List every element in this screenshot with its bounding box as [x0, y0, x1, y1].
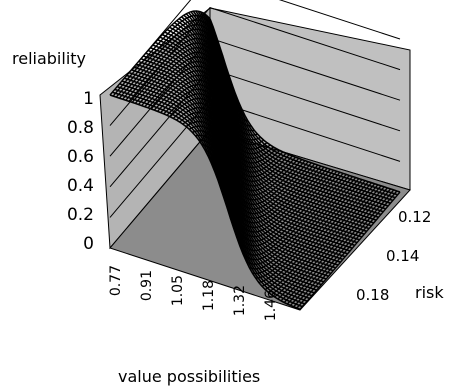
surface-line — [229, 168, 331, 242]
surface-line — [267, 181, 369, 293]
surface-line — [201, 143, 303, 201]
surface-line — [131, 42, 233, 103]
surface-line — [144, 60, 246, 116]
surface-line — [134, 47, 236, 104]
surface-line — [115, 19, 217, 98]
surface-line — [192, 129, 293, 187]
z-axis-title: reliability — [12, 49, 86, 68]
surface-line — [283, 186, 385, 303]
surface-line — [207, 155, 309, 210]
surface-line — [299, 191, 401, 310]
surface-line — [261, 179, 363, 287]
surface-line — [274, 183, 376, 298]
surface-line — [137, 51, 240, 105]
x-tick-label: 1.46 — [263, 290, 279, 321]
surface-line — [232, 169, 335, 247]
z-tick-label: 0.4 — [67, 176, 94, 196]
surface-line — [160, 83, 261, 141]
surface-line — [163, 88, 265, 146]
z-tick-labels: 1 0.8 0.6 0.4 0.2 0 — [67, 89, 94, 254]
surface-line — [166, 93, 268, 150]
surface-line — [169, 97, 271, 155]
surface-line — [245, 173, 347, 266]
surface-line — [242, 172, 344, 261]
surface-line — [258, 178, 360, 284]
surface-line — [255, 177, 357, 279]
surface-line — [185, 120, 287, 178]
surface-line — [153, 74, 255, 132]
z-tick-label: 0.2 — [67, 205, 94, 225]
gridline — [109, 7, 401, 126]
x-tick-label: 1.18 — [201, 280, 217, 311]
surface-line — [112, 14, 214, 97]
surface-line — [213, 163, 316, 219]
surface-line — [188, 125, 290, 183]
z-tick-label: 0 — [83, 234, 94, 254]
y-axis-title: risk — [415, 283, 444, 302]
surface-line — [220, 165, 322, 229]
y-tick-label: 0.14 — [386, 247, 419, 265]
surface-line — [239, 171, 341, 256]
y-tick-label: 0.18 — [356, 286, 389, 304]
surface-line — [172, 102, 274, 160]
x-tick-label: 1.05 — [170, 275, 186, 306]
surface-line — [210, 162, 312, 215]
surface-line — [176, 106, 277, 164]
surface-line — [204, 149, 306, 206]
surface-line — [128, 37, 230, 102]
surface-line — [271, 182, 373, 296]
surface-line — [217, 164, 319, 224]
surface-line — [236, 170, 338, 252]
surface-line — [118, 23, 221, 99]
surface-line — [286, 187, 388, 305]
surface-line — [147, 65, 249, 122]
surface-line — [150, 70, 252, 127]
surface-line — [125, 33, 227, 101]
surface-line — [277, 184, 379, 300]
surface-line — [293, 189, 395, 308]
surface-line — [226, 167, 328, 238]
x-axis-title: value possibilities — [118, 367, 260, 386]
surface-line — [198, 139, 300, 196]
x-tick-label: 0.77 — [108, 265, 124, 296]
surface-line — [223, 166, 325, 233]
z-tick-label: 0.8 — [67, 118, 94, 138]
surface-line — [141, 56, 243, 110]
surface-line — [122, 28, 224, 100]
surface-line — [179, 111, 281, 169]
y-tick-label: 0.12 — [398, 208, 431, 226]
surface-line — [296, 190, 398, 309]
surface-line — [182, 116, 284, 173]
surface-line — [249, 175, 350, 270]
surface-line — [156, 79, 258, 136]
x-tick-labels: 0.77 0.91 1.05 1.18 1.32 1.46 — [108, 265, 279, 321]
z-tick-label: 0.6 — [67, 147, 94, 167]
y-tick-labels: 0.12 0.14 0.18 — [356, 208, 431, 304]
surface-line — [252, 176, 354, 275]
x-tick-label: 1.32 — [232, 285, 248, 316]
x-tick-label: 0.91 — [139, 270, 155, 301]
z-tick-label: 1 — [83, 89, 94, 109]
reliability-surface — [109, 10, 401, 311]
surface-line — [280, 185, 382, 302]
surface-line — [109, 10, 211, 96]
surface-line — [195, 134, 297, 192]
surface-line — [289, 188, 392, 306]
surface-line — [264, 180, 366, 291]
